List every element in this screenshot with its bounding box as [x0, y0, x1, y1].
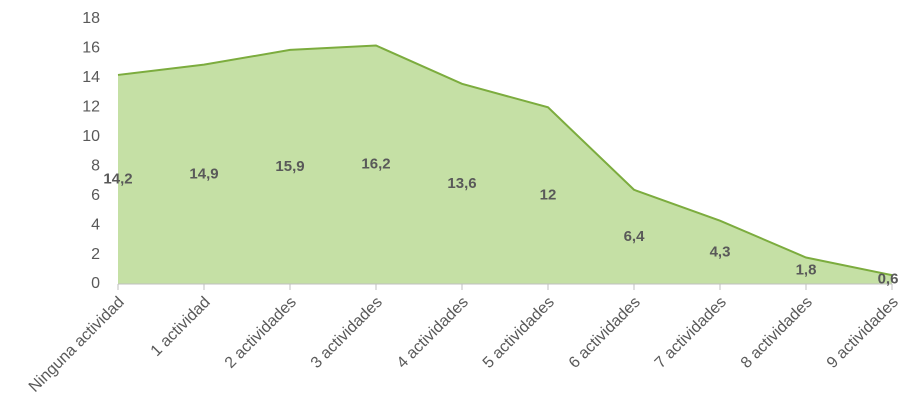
- y-tick-label: 12: [82, 99, 100, 116]
- data-label: 12: [540, 187, 557, 204]
- y-tick-label: 10: [82, 128, 100, 145]
- data-label: 4,3: [710, 243, 731, 260]
- x-tick-label: 6 actividades: [566, 294, 644, 372]
- y-tick-label: 6: [91, 187, 100, 204]
- data-label: 15,9: [275, 158, 304, 175]
- y-tick-label: 16: [82, 40, 100, 57]
- y-tick-label: 8: [91, 157, 100, 174]
- x-tick-label: 1 actividad: [148, 294, 214, 360]
- y-tick-label: 2: [91, 246, 100, 263]
- x-tick-label: 8 actividades: [738, 294, 816, 372]
- y-tick-label: 0: [91, 275, 100, 292]
- area-line: [117, 44, 893, 277]
- area: [118, 45, 892, 284]
- x-tick-label: 4 actividades: [394, 294, 472, 372]
- data-label: 6,4: [624, 228, 646, 245]
- data-label: 1,8: [796, 262, 817, 279]
- data-label: 14,2: [103, 170, 132, 187]
- x-tick-label: 3 actividades: [308, 294, 386, 372]
- x-tick-label: 9 actividades: [824, 294, 902, 372]
- x-tick-label: 2 actividades: [222, 294, 300, 372]
- y-tick-label: 14: [82, 69, 100, 86]
- data-label: 14,9: [189, 165, 218, 182]
- x-tick-label: 5 actividades: [480, 294, 558, 372]
- y-tick-label: 18: [82, 10, 100, 27]
- x-tick-label: 7 actividades: [652, 294, 730, 372]
- data-label: 16,2: [361, 156, 390, 173]
- data-label: 0,6: [878, 271, 899, 288]
- data-label: 13,6: [447, 175, 476, 192]
- x-tick-label: Ninguna actividad: [26, 294, 128, 396]
- y-tick-label: 4: [91, 216, 100, 233]
